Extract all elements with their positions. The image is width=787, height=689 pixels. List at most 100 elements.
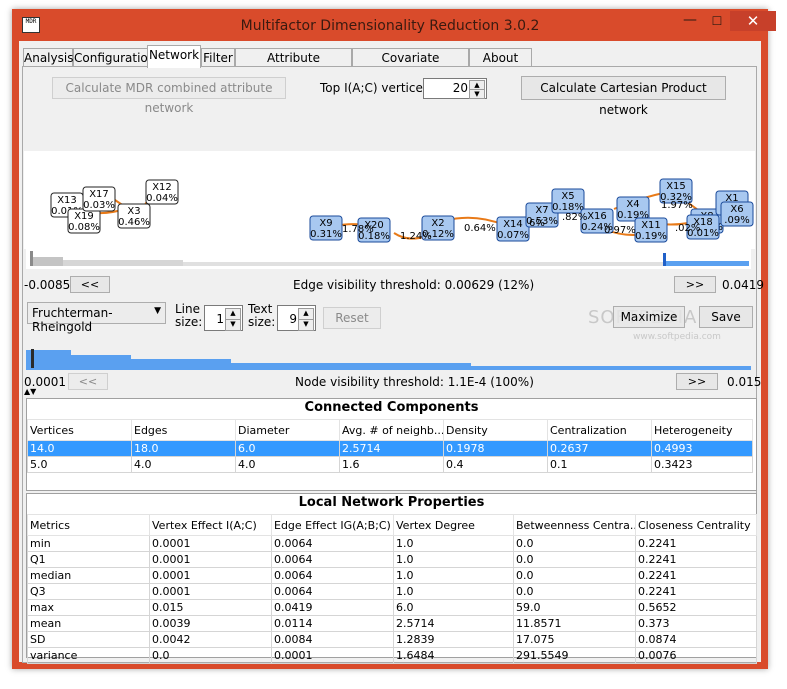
tab-covariate-adjustment[interactable]: Covariate Adjustment bbox=[352, 48, 469, 83]
table-cell: 1.0 bbox=[393, 535, 514, 552]
calculate-combined-network-button[interactable]: Calculate MDR combined attribute network bbox=[52, 77, 286, 115]
table-cell: 11.8571 bbox=[513, 615, 636, 632]
table-cell: 14.0 bbox=[27, 440, 132, 457]
edge-threshold-decrease-button[interactable]: << bbox=[70, 276, 110, 293]
graph-node-box bbox=[551, 188, 585, 214]
spin-down-icon[interactable]: ▼ bbox=[225, 319, 241, 331]
table-row[interactable]: SD 0.0042 0.0084 1.2839 17.075 0.0874 bbox=[27, 631, 757, 648]
tab-about-mdr[interactable]: About MDR bbox=[469, 48, 532, 83]
column-header[interactable]: Heterogeneity bbox=[651, 419, 753, 441]
node-weight-histogram[interactable] bbox=[26, 347, 751, 372]
edge-weight-label: 1.97% bbox=[661, 200, 693, 211]
top-vertices-value: 20 bbox=[452, 81, 468, 95]
spin-down-icon[interactable]: ▼ bbox=[298, 319, 314, 331]
edge-weight-label: 1.78% bbox=[342, 224, 374, 235]
node-histogram-bar bbox=[71, 355, 131, 370]
table-row[interactable]: median 0.0001 0.0064 1.0 0.0 0.2241 bbox=[27, 567, 757, 584]
text-size-spinner[interactable]: 9 ▲ ▼ bbox=[277, 305, 316, 331]
node-threshold-increase-button[interactable]: >> bbox=[676, 373, 718, 390]
column-header[interactable]: Betweenness Centra... bbox=[513, 514, 636, 536]
reset-button[interactable]: Reset bbox=[323, 307, 381, 329]
table-row[interactable]: Q1 0.0001 0.0064 1.0 0.0 0.2241 bbox=[27, 551, 757, 568]
column-header[interactable]: Edge Effect IG(A;B;C) bbox=[271, 514, 394, 536]
line-size-spinner[interactable]: 1 ▲ ▼ bbox=[204, 305, 243, 331]
table-cell: 5.0 bbox=[27, 456, 132, 473]
column-header[interactable]: Density bbox=[443, 419, 548, 441]
edge-threshold-marker[interactable] bbox=[663, 253, 666, 266]
table-row[interactable]: max 0.015 0.0419 6.0 59.0 0.5652 bbox=[27, 599, 757, 616]
layout-algorithm-select[interactable]: Fruchterman-Rheingold ▼ bbox=[27, 302, 166, 334]
tab-filter[interactable]: Filter bbox=[201, 48, 235, 67]
graph-node[interactable]: X6.09% bbox=[720, 201, 754, 227]
graph-node[interactable]: X70.53% bbox=[525, 202, 559, 228]
column-header[interactable]: Vertex Degree bbox=[393, 514, 514, 536]
graph-node-value: 0.01% bbox=[51, 206, 83, 217]
calculate-cartesian-network-button[interactable]: Calculate Cartesian Product network bbox=[521, 76, 726, 117]
table-row[interactable]: Q3 0.0001 0.0064 1.0 0.0 0.2241 bbox=[27, 583, 757, 600]
graph-node[interactable]: X30.46% bbox=[117, 203, 151, 229]
edge-weight-histogram[interactable] bbox=[26, 249, 751, 269]
column-header[interactable]: Metrics bbox=[27, 514, 150, 536]
column-header[interactable]: Diameter bbox=[235, 419, 340, 441]
edge-histogram-bar bbox=[33, 257, 63, 266]
graph-node[interactable]: X90.31% bbox=[309, 215, 343, 241]
spin-down-icon[interactable]: ▼ bbox=[469, 89, 485, 99]
table-row[interactable]: 14.0 18.0 6.0 2.5714 0.1978 0.2637 0.499… bbox=[27, 440, 753, 457]
tab-configuration[interactable]: Configuration bbox=[73, 48, 155, 67]
column-header[interactable]: Vertex Effect I(A;C) bbox=[149, 514, 272, 536]
table-cell: 0.0064 bbox=[271, 535, 394, 552]
graph-node[interactable]: X50.18% bbox=[551, 188, 585, 214]
close-button[interactable]: ✕ bbox=[730, 11, 776, 31]
node-histogram-bar bbox=[131, 359, 231, 370]
node-histogram-bar bbox=[231, 363, 471, 370]
table-cell: 0.2241 bbox=[635, 551, 757, 568]
minimize-button[interactable]: — bbox=[683, 12, 697, 28]
top-vertices-spinner[interactable]: 20 ▲ ▼ bbox=[423, 78, 487, 99]
node-max-label: 0.015 bbox=[727, 375, 762, 389]
maximize-graph-button[interactable]: Maximize bbox=[613, 306, 685, 328]
maximize-window-button[interactable]: ☐ bbox=[711, 14, 723, 28]
table-row[interactable]: min 0.0001 0.0064 1.0 0.0 0.2241 bbox=[27, 535, 757, 552]
edge-threshold-increase-button[interactable]: >> bbox=[674, 276, 716, 293]
local-properties-body: min 0.0001 0.0064 1.0 0.0 0.2241 Q1 0.0001 0.006… bbox=[27, 535, 757, 664]
save-graph-button[interactable]: Save bbox=[699, 306, 753, 328]
table-row[interactable]: mean 0.0039 0.0114 2.5714 11.8571 0.373 bbox=[27, 615, 757, 632]
table-row[interactable]: variance 0.0 0.0001 1.6484 291.5549 0.0076 bbox=[27, 647, 757, 664]
node-threshold-label: Node visibility threshold: 1.1E-4 (100%) bbox=[295, 375, 534, 389]
graph-node-box bbox=[659, 178, 693, 204]
table-cell: 2.5714 bbox=[339, 440, 444, 457]
graph-node[interactable]: X20.12% bbox=[421, 215, 455, 241]
table-row[interactable]: 5.0 4.0 4.0 1.6 0.4 0.1 0.3423 bbox=[27, 456, 753, 473]
graph-node-value: 0.31% bbox=[310, 229, 342, 240]
text-size-value: 9 bbox=[289, 312, 297, 326]
tab-attribute-construction[interactable]: Attribute Construction bbox=[235, 48, 352, 83]
client-area: Analysis Configuration Network Filter At… bbox=[19, 41, 764, 664]
graph-node[interactable]: X40.19% bbox=[616, 196, 650, 222]
network-graph[interactable]: X13 0.01% X19 0.08% X17 0.03% X3 0.46% X12 0.04% X… bbox=[24, 151, 755, 249]
node-threshold-decrease-button[interactable]: << bbox=[68, 373, 108, 390]
splitter-arrows-icon[interactable]: ▲▼ bbox=[24, 387, 37, 396]
tab-analysis[interactable]: Analysis bbox=[23, 48, 73, 67]
column-header[interactable]: Centralization bbox=[547, 419, 652, 441]
graph-node-box bbox=[634, 217, 668, 243]
graph-node-box bbox=[357, 217, 391, 243]
column-header[interactable]: Edges bbox=[131, 419, 236, 441]
node-threshold-marker[interactable] bbox=[31, 349, 34, 368]
title-bar[interactable]: MDR Multifactor Dimensionality Reduction… bbox=[12, 9, 776, 41]
edge-histogram-bar bbox=[30, 251, 33, 266]
graph-node-name: X13 bbox=[57, 195, 77, 206]
column-header[interactable]: Avg. # of neighb... bbox=[339, 419, 444, 441]
column-header[interactable]: Closeness Centrality bbox=[635, 514, 757, 536]
column-header[interactable]: Vertices bbox=[27, 419, 132, 441]
tab-network[interactable]: Network bbox=[147, 45, 201, 68]
